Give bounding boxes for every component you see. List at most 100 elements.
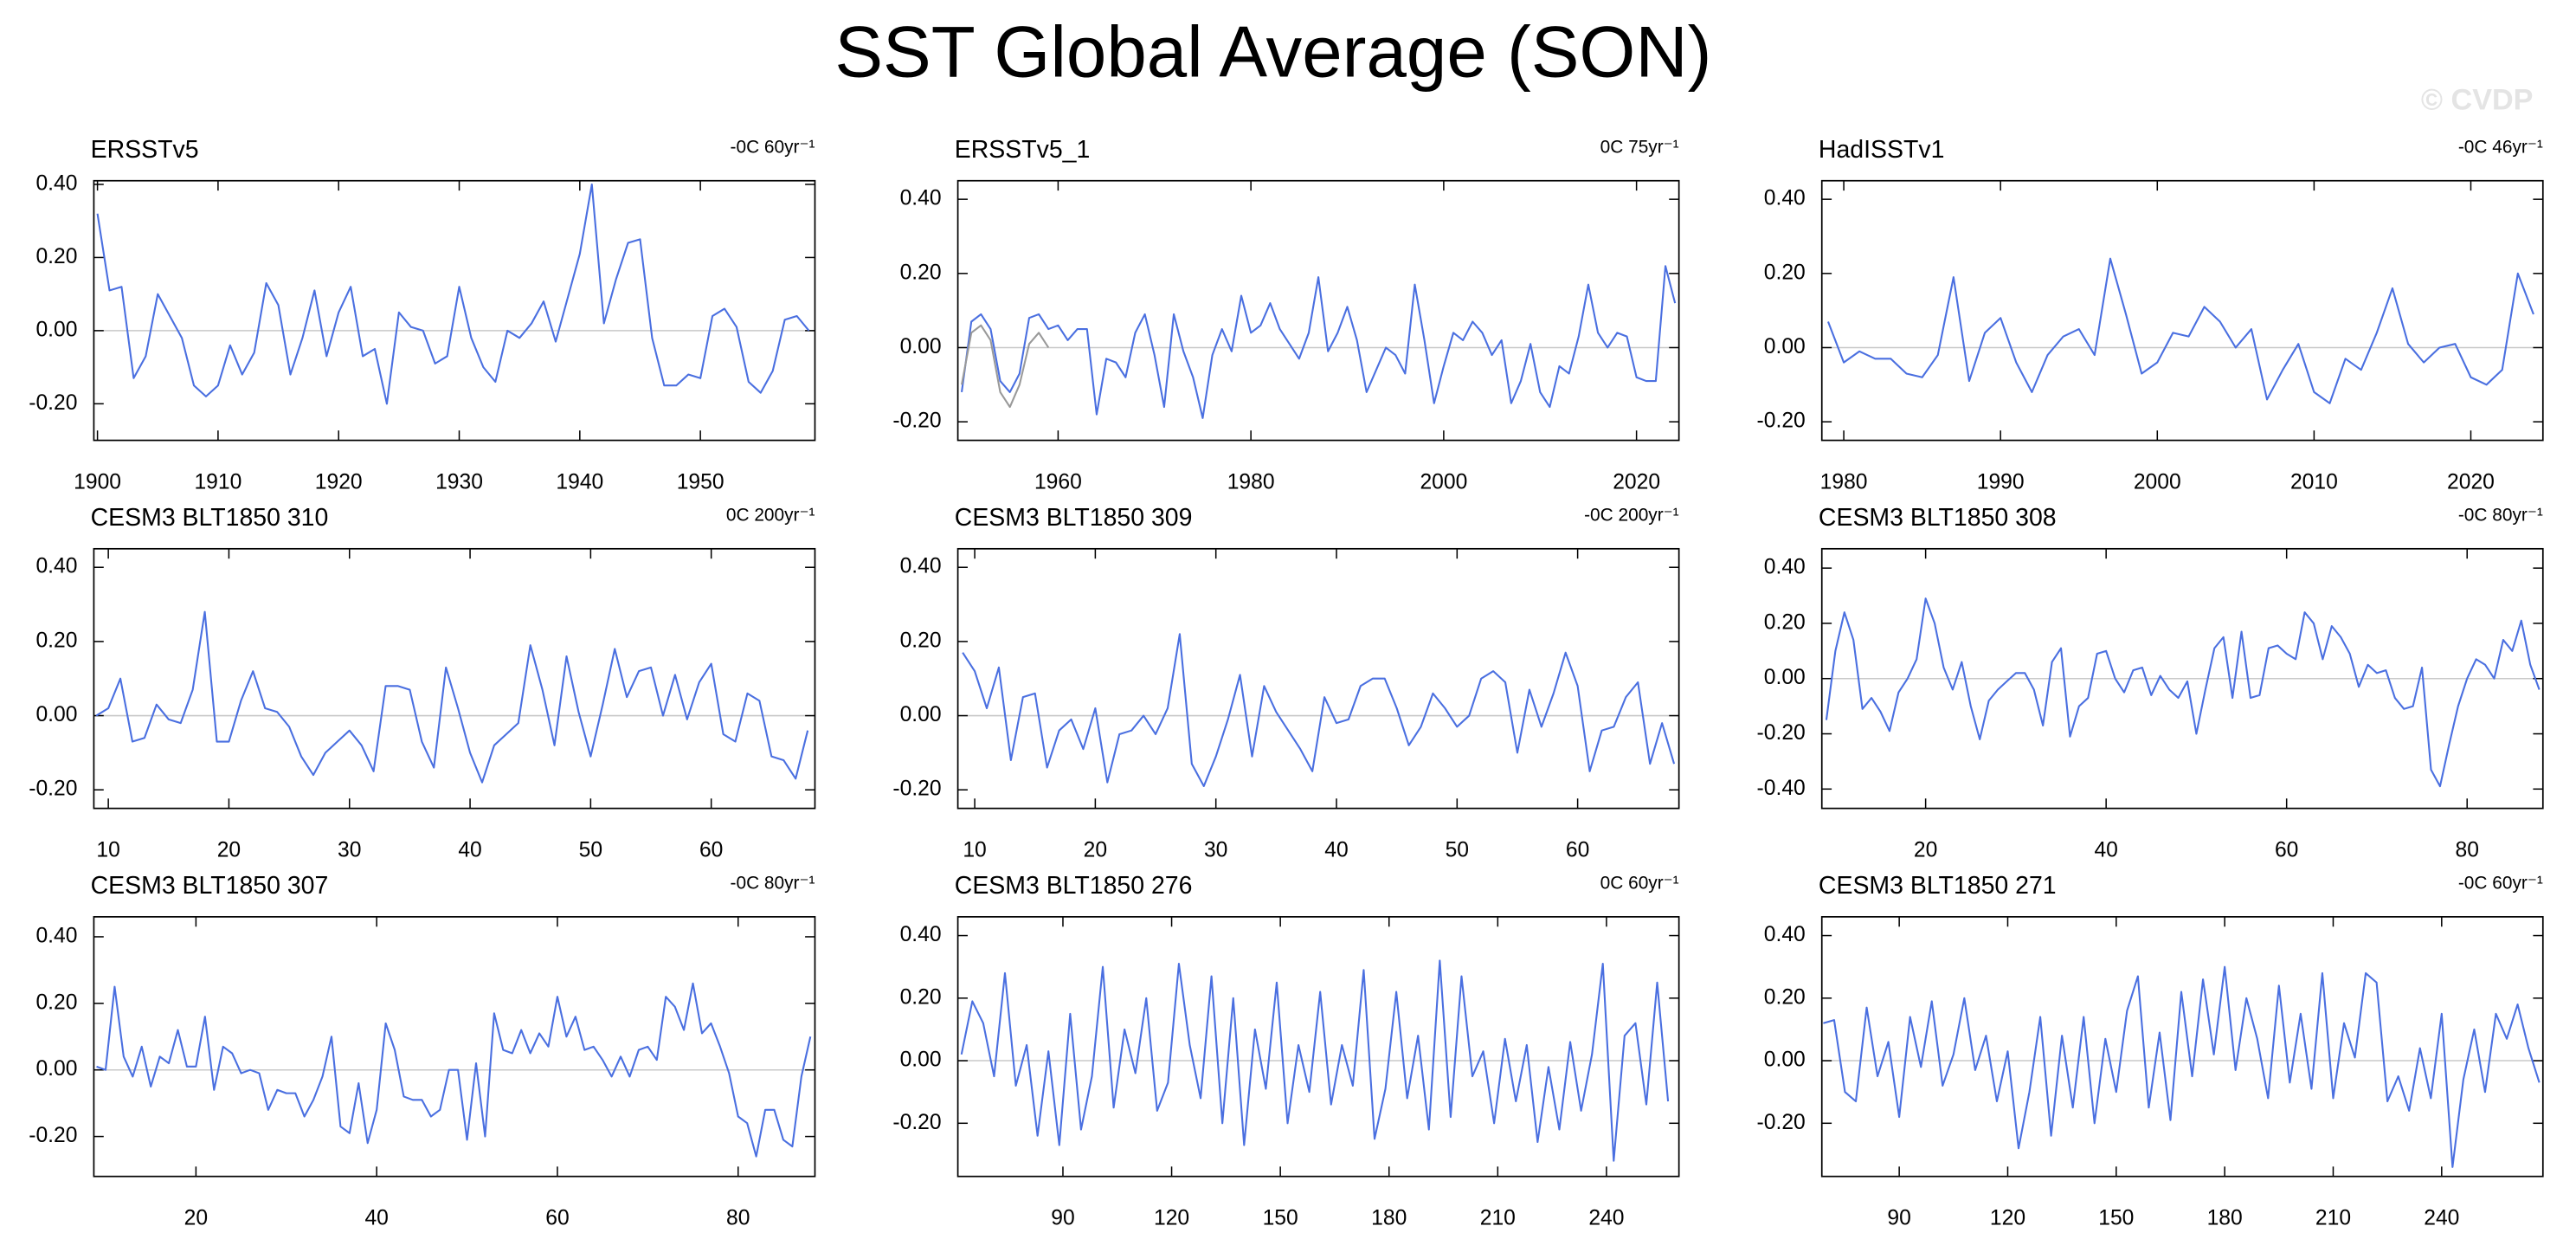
x-tick-label: 90 bbox=[1051, 1207, 1074, 1230]
trend-label: -0C 80yr⁻¹ bbox=[2458, 505, 2543, 525]
plot-frame bbox=[93, 179, 816, 442]
y-tick-label: -0.20 bbox=[892, 410, 941, 433]
panel-title: CESM3 BLT1850 307 bbox=[91, 872, 329, 900]
x-tick-label: 240 bbox=[2424, 1207, 2459, 1230]
y-tick-label: 0.20 bbox=[35, 991, 77, 1014]
trend-label: -0C 80yr⁻¹ bbox=[731, 873, 815, 893]
x-tick-label: 20 bbox=[217, 838, 241, 862]
watermark: © CVDP bbox=[2421, 84, 2534, 117]
series-line bbox=[960, 959, 1670, 1162]
y-tick-label: 0.40 bbox=[1764, 187, 1806, 210]
x-tick-label: 80 bbox=[2455, 838, 2478, 862]
y-tick-label: 0.00 bbox=[35, 318, 77, 341]
y-tick-label: 0.20 bbox=[1764, 610, 1806, 634]
y-tick-label: 0.20 bbox=[900, 261, 942, 284]
x-tick-label: 180 bbox=[2207, 1207, 2243, 1230]
x-tick-label: 210 bbox=[1480, 1207, 1516, 1230]
y-tick-label: 0.40 bbox=[35, 924, 77, 947]
trend-label: -0C 60yr⁻¹ bbox=[2458, 873, 2543, 893]
x-tick-label: 150 bbox=[1263, 1207, 1298, 1230]
x-tick-label: 10 bbox=[963, 838, 986, 862]
y-tick-label: -0.20 bbox=[1757, 1111, 1806, 1134]
plot-frame bbox=[93, 916, 816, 1178]
plot-frame bbox=[1820, 916, 2544, 1178]
panel-title: CESM3 BLT1850 271 bbox=[1819, 872, 2057, 900]
y-tick-label: -0.40 bbox=[1757, 777, 1806, 800]
y-tick-label: 0.40 bbox=[900, 555, 942, 578]
y-tick-label: 0.20 bbox=[35, 629, 77, 652]
y-tick-label: -0.20 bbox=[1757, 410, 1806, 433]
panel-title: ERSSTv5_1 bbox=[955, 136, 1091, 164]
trend-label: -0C 200yr⁻¹ bbox=[1584, 505, 1679, 525]
y-tick-label: 0.00 bbox=[35, 703, 77, 726]
x-tick-label: 30 bbox=[338, 838, 361, 862]
x-tick-label: 10 bbox=[96, 838, 119, 862]
panel-title: HadISSTv1 bbox=[1819, 136, 1945, 164]
x-tick-label: 60 bbox=[545, 1207, 569, 1230]
x-tick-label: 1990 bbox=[1977, 470, 2025, 494]
x-tick-label: 1950 bbox=[677, 470, 724, 494]
plot-frame bbox=[956, 916, 1680, 1178]
y-tick-label: 0.40 bbox=[35, 555, 77, 578]
x-tick-label: 60 bbox=[1566, 838, 1589, 862]
y-tick-label: 0.20 bbox=[900, 985, 942, 1009]
x-tick-label: 240 bbox=[1588, 1207, 1624, 1230]
figure-title: SST Global Average (SON) bbox=[834, 10, 1711, 92]
x-tick-label: 1910 bbox=[194, 470, 242, 494]
x-tick-label: 2000 bbox=[2134, 470, 2181, 494]
series-line bbox=[1823, 965, 2541, 1168]
series-line bbox=[1825, 597, 2541, 788]
x-tick-label: 210 bbox=[2315, 1207, 2351, 1230]
y-tick-label: -0.20 bbox=[892, 778, 941, 801]
x-tick-label: 2000 bbox=[1420, 470, 1467, 494]
series-line bbox=[961, 324, 1050, 409]
y-tick-label: 0.00 bbox=[900, 703, 942, 726]
x-tick-label: 1960 bbox=[1034, 470, 1082, 494]
x-tick-label: 60 bbox=[699, 838, 723, 862]
y-tick-label: 0.20 bbox=[1764, 261, 1806, 284]
y-tick-label: 0.00 bbox=[35, 1057, 77, 1081]
y-tick-label: 0.00 bbox=[900, 1049, 942, 1072]
x-tick-label: 1940 bbox=[556, 470, 603, 494]
trend-label: 0C 200yr⁻¹ bbox=[726, 505, 815, 525]
x-tick-label: 90 bbox=[1887, 1207, 1910, 1230]
y-tick-label: 0.20 bbox=[35, 245, 77, 268]
x-tick-label: 20 bbox=[184, 1207, 208, 1230]
plot-frame bbox=[1820, 547, 2544, 810]
trend-label: -0C 46yr⁻¹ bbox=[2458, 137, 2543, 157]
x-tick-label: 40 bbox=[364, 1207, 388, 1230]
y-tick-label: -0.20 bbox=[29, 391, 77, 415]
x-tick-label: 120 bbox=[1990, 1207, 2025, 1230]
y-tick-label: 0.00 bbox=[1764, 1049, 1806, 1072]
x-tick-label: 20 bbox=[1914, 838, 1937, 862]
y-tick-label: 0.40 bbox=[1764, 556, 1806, 579]
panel-title: CESM3 BLT1850 309 bbox=[955, 504, 1193, 532]
trend-label: 0C 60yr⁻¹ bbox=[1600, 873, 1679, 893]
trend-label: -0C 60yr⁻¹ bbox=[731, 137, 815, 157]
series-line bbox=[962, 633, 1676, 787]
x-tick-label: 1980 bbox=[1820, 470, 1868, 494]
x-tick-label: 1980 bbox=[1227, 470, 1275, 494]
x-tick-label: 80 bbox=[726, 1207, 750, 1230]
x-tick-label: 2020 bbox=[1613, 470, 1660, 494]
x-tick-label: 120 bbox=[1154, 1207, 1189, 1230]
y-tick-label: 0.40 bbox=[900, 923, 942, 946]
y-tick-label: 0.40 bbox=[900, 187, 942, 210]
series-line bbox=[96, 183, 810, 405]
y-tick-label: 0.00 bbox=[1764, 666, 1806, 689]
panel-title: CESM3 BLT1850 276 bbox=[955, 872, 1193, 900]
plot-frame bbox=[93, 547, 816, 810]
trend-label: 0C 75yr⁻¹ bbox=[1600, 137, 1679, 157]
series-line bbox=[1827, 257, 2534, 404]
y-tick-label: -0.20 bbox=[892, 1111, 941, 1134]
x-tick-label: 40 bbox=[2094, 838, 2117, 862]
series-line bbox=[96, 982, 812, 1158]
y-tick-label: 0.00 bbox=[900, 335, 942, 358]
panel-title: CESM3 BLT1850 310 bbox=[91, 504, 329, 532]
x-tick-label: 1900 bbox=[74, 470, 121, 494]
x-tick-label: 1920 bbox=[315, 470, 363, 494]
y-tick-label: -0.20 bbox=[29, 778, 77, 801]
x-tick-label: 30 bbox=[1204, 838, 1227, 862]
